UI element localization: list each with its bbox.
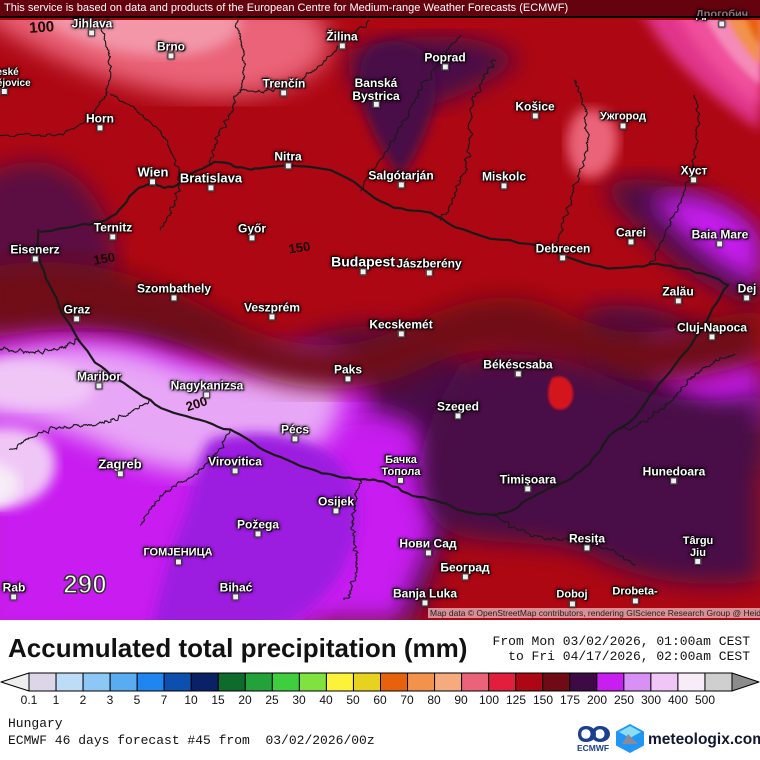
svg-text:meteologix.com: meteologix.com (648, 731, 760, 748)
svg-text:ECMWF: ECMWF (577, 743, 609, 753)
